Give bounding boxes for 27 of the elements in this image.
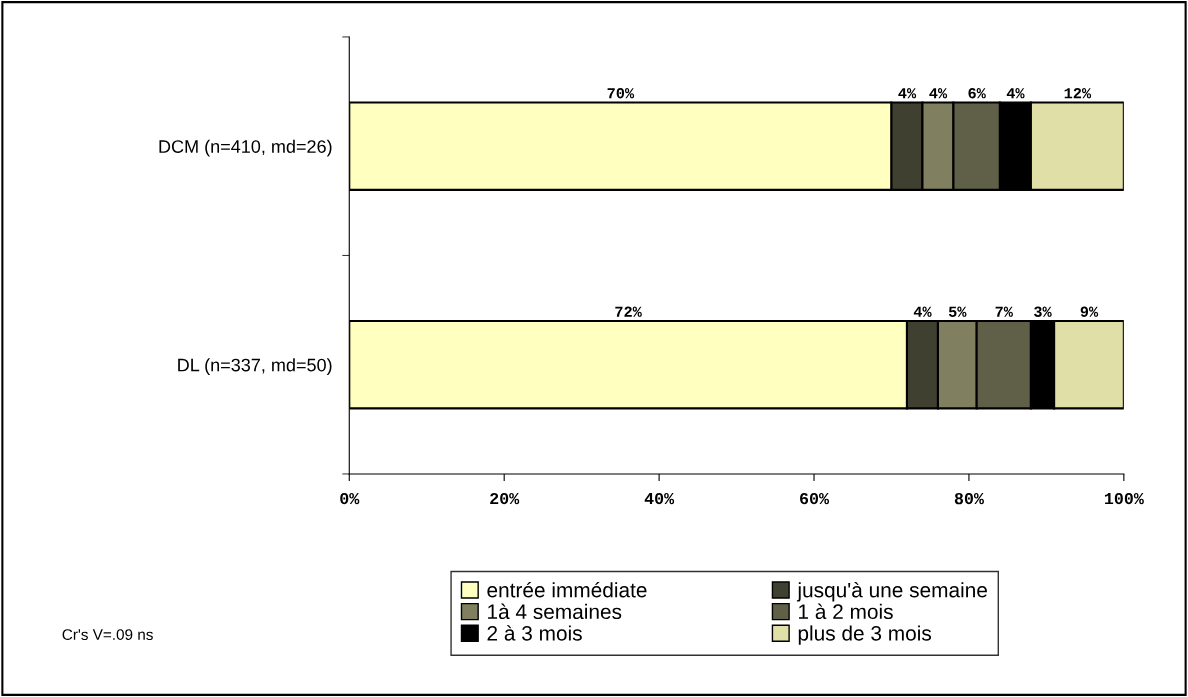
legend-label: plus de 3 mois xyxy=(798,625,932,645)
x-tick-label: 80% xyxy=(954,492,984,505)
x-tick-label: 60% xyxy=(800,492,830,505)
x-tick-label: 40% xyxy=(644,492,675,505)
legend-label: jusqu'à une semaine xyxy=(796,581,987,602)
legend-label: 2 à 3 mois xyxy=(487,625,582,641)
text: Cr's V=.09 ns xyxy=(62,629,153,640)
data-label: 5% xyxy=(948,306,967,317)
data-label: 12% xyxy=(1064,88,1092,99)
x-tick-label: 100% xyxy=(1104,492,1144,505)
data-label: 4% xyxy=(1006,88,1025,99)
x-tick-label: 0% xyxy=(340,492,360,505)
data-label: 4% xyxy=(898,88,917,99)
x-tick-label: 20% xyxy=(490,492,520,505)
data-label: 9% xyxy=(1080,306,1099,317)
legend-label: 1 à 2 mois xyxy=(799,603,893,620)
data-label: 3% xyxy=(1034,306,1052,317)
data-label: 4% xyxy=(913,306,932,317)
data-label: 72% xyxy=(615,306,642,317)
legend-label: 1à 4 semaines xyxy=(488,603,622,620)
data-label: 4% xyxy=(929,88,948,99)
y-tick-label: DL (n=337, md=50) xyxy=(178,358,332,375)
legend-label: entrée immédiate xyxy=(487,581,647,598)
data-label: 6% xyxy=(968,88,986,99)
y-tick-label: DCM (n=410, md=26) xyxy=(159,139,332,157)
data-label: 70% xyxy=(607,88,635,99)
data-label: 7% xyxy=(995,306,1013,317)
